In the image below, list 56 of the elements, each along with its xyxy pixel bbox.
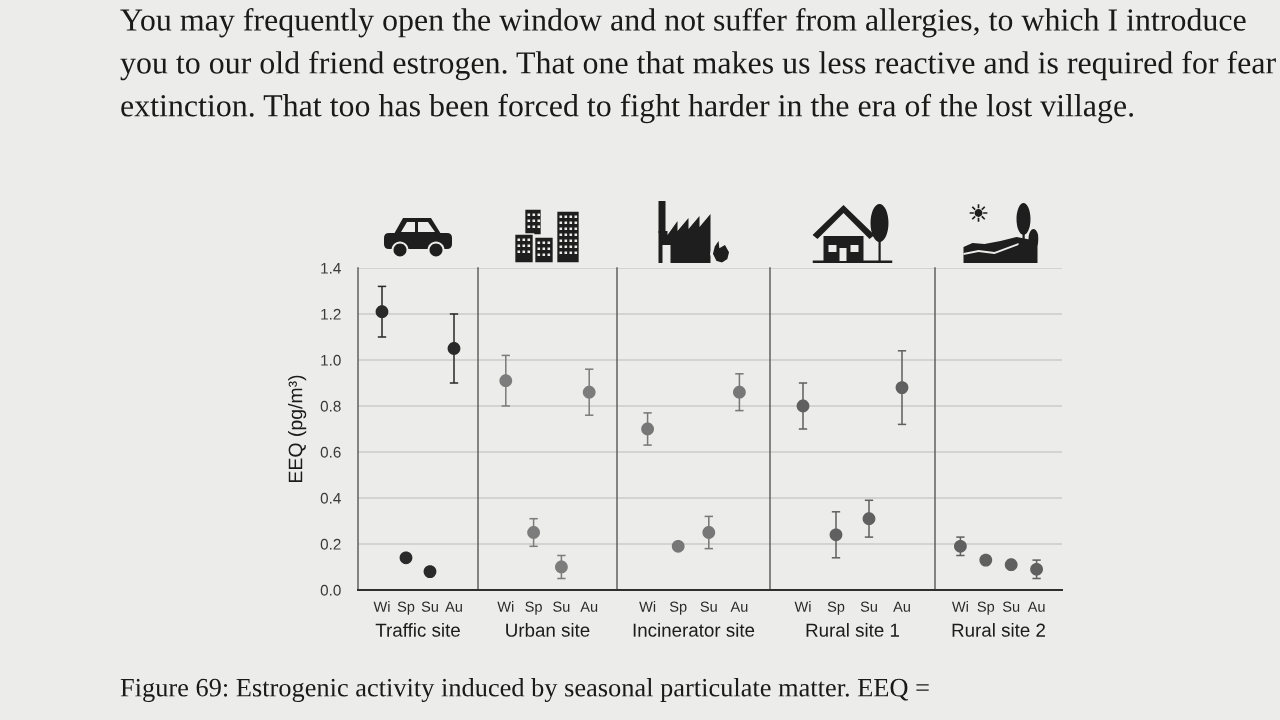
x-tick-label: Sp [827,601,845,615]
x-tick-label: Wi [951,601,968,612]
text: You may frequently open the window and not suffer from allergies, to which I introduce you to our old friend estrogen. That one that makes us less reactive and is required for fear extinction. That too has been forced to fight harder in the era of the lost village. [120,8,1276,124]
point [979,553,993,567]
x-axis-title: Urban site [506,623,590,637]
x-tick-label: Sp [669,601,687,615]
point [375,305,389,319]
x-axis-title: Rural site 2 [952,623,1045,637]
x-tick-label: Su [421,601,438,612]
point [423,565,437,578]
y-axis-title: EEQ (pg/m³) [288,375,307,482]
point [829,528,843,542]
x-tick-label: Sp [397,601,415,615]
point [895,381,909,394]
x-axis-title: Incinerator site [633,623,755,637]
y-tick-label: 0.6 [320,446,341,458]
x-tick-label: Wi [639,601,656,612]
x-tick-label: Wi [373,601,390,612]
y-tick-label: 0.8 [320,400,341,412]
y-tick-label: 0.2 [320,538,341,550]
x-axis-title: Rural site 1 [806,623,899,637]
x-tick-label: Su [860,601,877,612]
x-tick-label: Au [445,601,462,612]
x-tick-label: Au [1027,601,1045,612]
x-tick-label: Wi [794,601,811,612]
x-tick-label: Su [1002,601,1020,612]
point [702,526,716,539]
x-tick-label: Sp [977,601,995,615]
point [499,374,513,388]
point [527,526,540,539]
point [555,560,568,574]
point [796,399,810,413]
point [1030,562,1043,576]
x-tick-label: Su [553,601,570,612]
y-tick-label: 1.0 [321,354,341,366]
caption: Figure 69: Estrogenic activity induced by seasonal particulate matter. EEQ = [120,678,929,703]
point [1004,558,1018,572]
y-tick-label: 0.4 [320,492,341,504]
x-tick-label: Wi [497,601,514,612]
point [641,422,654,436]
y-tick-label: 1.4 [321,263,341,274]
point [671,539,685,553]
y-tick-label: 1.2 [321,308,341,320]
x-tick-label: Au [580,601,598,612]
x-tick-label: Au [730,601,748,612]
point [733,385,746,399]
point [954,539,967,553]
x-tick-label: Au [893,601,910,612]
y-tick-label: 0.0 [320,584,341,596]
x-tick-label: Sp [525,601,542,615]
point [399,551,413,565]
point [862,512,876,526]
point [447,342,461,355]
x-axis-title: Traffic site [375,623,460,637]
x-tick-label: Su [700,601,717,612]
point [582,385,596,399]
